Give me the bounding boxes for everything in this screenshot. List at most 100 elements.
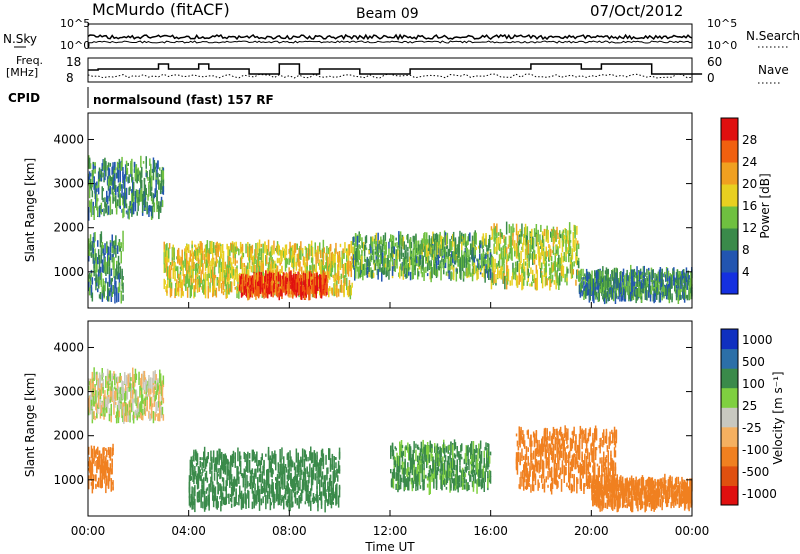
power-cell bbox=[290, 287, 292, 298]
power-cell bbox=[552, 262, 555, 271]
velocity-cell bbox=[245, 466, 247, 472]
power-cell bbox=[556, 261, 558, 266]
power-cell bbox=[113, 270, 115, 279]
power-cell bbox=[89, 173, 92, 177]
velocity-cell bbox=[280, 499, 282, 506]
power-cell bbox=[304, 289, 307, 293]
power-cell bbox=[449, 238, 451, 253]
power-cell bbox=[284, 276, 287, 286]
velocity-cell bbox=[194, 485, 196, 493]
power-cell bbox=[95, 182, 97, 194]
power-cell bbox=[111, 187, 113, 195]
power-cell bbox=[575, 260, 577, 264]
power-cell bbox=[602, 271, 604, 278]
power-cell bbox=[248, 247, 250, 261]
velocity-cell bbox=[270, 484, 272, 493]
power-cell bbox=[615, 283, 618, 290]
power-cell bbox=[291, 281, 293, 290]
velocity-cell bbox=[212, 450, 215, 463]
power-cell bbox=[438, 248, 440, 259]
power-cell bbox=[240, 246, 243, 253]
power-cell bbox=[308, 279, 310, 286]
velocity-cell bbox=[234, 452, 236, 461]
velocity-cell bbox=[198, 470, 201, 475]
power-cell bbox=[230, 267, 232, 271]
velocity-cell bbox=[155, 384, 157, 389]
power-cell bbox=[294, 281, 297, 290]
power-cell bbox=[675, 277, 678, 284]
power-cell bbox=[593, 281, 595, 292]
power-cell bbox=[114, 243, 116, 250]
power-cell bbox=[217, 246, 219, 258]
power-cell bbox=[299, 262, 301, 272]
power-cell bbox=[426, 232, 428, 245]
power-cell bbox=[149, 158, 151, 166]
power-cell bbox=[283, 274, 285, 287]
power-cell bbox=[107, 261, 109, 275]
power-cell bbox=[421, 238, 423, 249]
power-cell bbox=[530, 267, 532, 274]
power-cell bbox=[665, 292, 668, 300]
velocity-cell bbox=[192, 464, 194, 475]
power-cell bbox=[377, 232, 379, 246]
power-cell bbox=[586, 290, 589, 296]
power-cell bbox=[534, 279, 537, 288]
power-cell bbox=[194, 244, 196, 248]
power-cell bbox=[291, 247, 293, 251]
power-cell bbox=[311, 279, 314, 285]
velocity-cell bbox=[325, 454, 327, 465]
power-cell bbox=[619, 287, 621, 292]
power-cell bbox=[223, 289, 226, 292]
power-cell bbox=[490, 226, 493, 231]
velocity-cell bbox=[120, 394, 122, 402]
power-cell bbox=[417, 268, 419, 280]
power-cell bbox=[340, 281, 343, 293]
power-cell bbox=[426, 241, 428, 254]
power-cell bbox=[246, 288, 248, 298]
power-cell bbox=[102, 164, 104, 170]
power-cell bbox=[373, 263, 376, 271]
power-cell bbox=[174, 268, 176, 280]
velocity-cell bbox=[318, 473, 320, 484]
power-cell bbox=[359, 245, 361, 250]
velocity-cell bbox=[252, 475, 254, 483]
power-cell bbox=[301, 285, 304, 293]
power-cell bbox=[143, 191, 146, 197]
velocity-cell bbox=[150, 405, 153, 419]
velocity-cell bbox=[301, 491, 303, 501]
power-cell bbox=[132, 180, 134, 188]
power-cell bbox=[536, 269, 538, 284]
power-cell bbox=[108, 290, 111, 295]
power-cell bbox=[209, 282, 211, 292]
power-cell bbox=[640, 296, 643, 300]
velocity-cell bbox=[202, 501, 204, 509]
power-cell bbox=[177, 287, 179, 292]
velocity-cell bbox=[229, 470, 231, 476]
power-cell bbox=[97, 185, 100, 195]
power-cell bbox=[451, 240, 453, 250]
power-cell bbox=[165, 244, 167, 257]
power-cell bbox=[306, 278, 308, 292]
power-cell bbox=[690, 271, 692, 283]
power-cell bbox=[426, 254, 428, 257]
power-cell bbox=[432, 231, 434, 244]
power-cell bbox=[577, 260, 579, 265]
velocity-cell bbox=[269, 498, 272, 511]
velocity-cell bbox=[90, 473, 93, 477]
velocity-cell bbox=[279, 487, 281, 500]
power-cell bbox=[117, 266, 120, 275]
power-cell bbox=[632, 269, 635, 276]
power-cell bbox=[221, 283, 223, 294]
power-cell bbox=[520, 264, 522, 270]
power-cell bbox=[570, 254, 573, 263]
power-cell bbox=[161, 186, 164, 193]
power-cell bbox=[154, 190, 156, 197]
power-cell bbox=[472, 265, 475, 274]
power-cell bbox=[237, 273, 239, 282]
power-cell bbox=[116, 161, 119, 168]
power-cell bbox=[204, 261, 207, 271]
power-cell bbox=[290, 284, 292, 290]
power-cell bbox=[383, 251, 386, 259]
velocity-cell bbox=[232, 456, 235, 463]
velocity-cell bbox=[329, 493, 332, 503]
